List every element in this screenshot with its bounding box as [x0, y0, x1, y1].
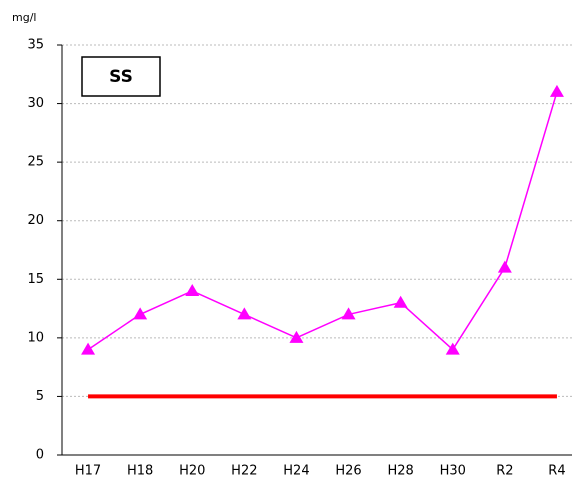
x-tick-label: R2: [496, 464, 513, 479]
y-tick-label: 30: [27, 96, 44, 111]
data-point: [445, 342, 460, 355]
x-tick-label: H28: [387, 464, 413, 479]
y-tick-label: 10: [27, 330, 44, 345]
y-tick-label: 15: [27, 272, 44, 287]
data-point: [289, 330, 304, 343]
x-tick-label: H20: [179, 464, 205, 479]
data-point: [133, 307, 148, 320]
data-point: [549, 84, 564, 97]
y-tick-label: 25: [27, 155, 44, 170]
data-point: [341, 307, 356, 320]
y-tick-label: 5: [36, 389, 44, 404]
x-tick-label: R4: [548, 464, 565, 479]
data-point: [237, 307, 252, 320]
x-tick-label: H30: [440, 464, 466, 479]
x-tick-label: H26: [335, 464, 361, 479]
data-point: [81, 342, 96, 355]
x-tick-label: H17: [75, 464, 101, 479]
y-tick-label: 35: [27, 38, 44, 53]
y-tick-label: 0: [36, 448, 44, 463]
data-point: [497, 260, 512, 273]
data-point: [393, 295, 408, 308]
series-line: [87, 91, 558, 351]
y-axis-label: mg/l: [12, 11, 36, 24]
data-point: [185, 284, 200, 296]
y-tick-label: 20: [27, 213, 44, 228]
x-tick-label: H24: [283, 464, 309, 479]
x-tick-label: H22: [231, 464, 257, 479]
x-tick-label: H18: [127, 464, 153, 479]
chart-title: SS: [109, 67, 133, 87]
title-box: [81, 56, 161, 97]
